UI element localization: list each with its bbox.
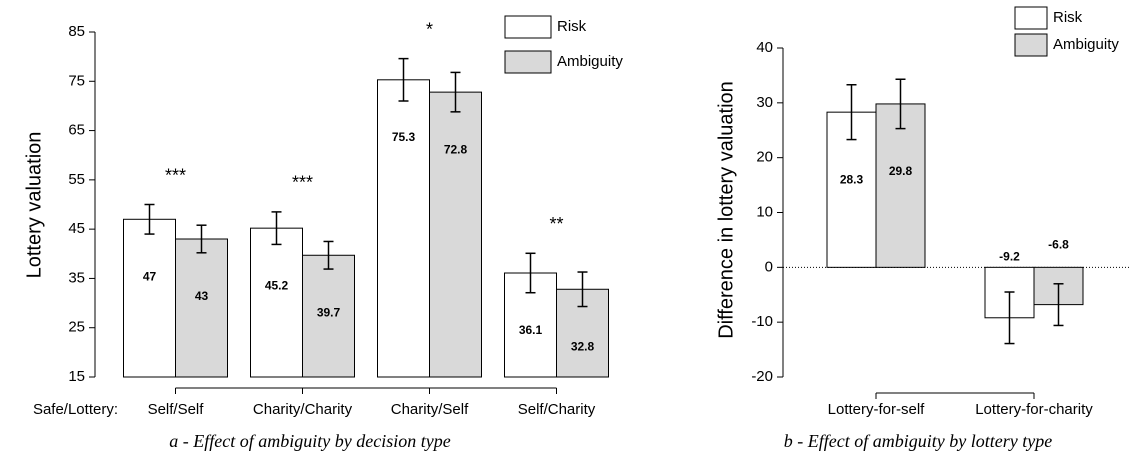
value-label: 28.3 [840, 172, 864, 186]
y-tick-label: 25 [68, 319, 85, 336]
bar [377, 79, 430, 378]
error-bar [450, 71, 461, 113]
y-tick-label: 0 [765, 258, 773, 275]
value-label: 32.8 [571, 339, 595, 353]
x-tick-label: Self/Charity [518, 401, 596, 418]
error-bar [525, 252, 536, 294]
y-tick-label: 55 [68, 171, 85, 188]
error-bar [144, 203, 155, 235]
value-label: -9.2 [999, 250, 1020, 264]
legend-swatch [504, 50, 552, 74]
x-tick-label: Self/Self [148, 401, 205, 418]
legend-swatch [504, 15, 552, 39]
error-bar [577, 271, 588, 308]
legend-label: Ambiguity [1053, 36, 1119, 53]
bar [250, 227, 303, 378]
legend-swatch [1014, 33, 1048, 57]
y-axis-title: Difference in lottery valuation [715, 81, 737, 339]
x-tick-label: Charity/Self [391, 401, 469, 418]
y-tick-label: 75 [68, 72, 85, 89]
significance: ** [549, 214, 563, 234]
significance: *** [292, 173, 313, 193]
bar [123, 218, 176, 378]
y-tick-label: 30 [756, 94, 773, 111]
value-label: 29.8 [889, 164, 913, 178]
bar [875, 103, 926, 268]
value-label: 36.1 [519, 323, 543, 337]
legend-label: Risk [557, 18, 587, 35]
y-tick-label: 40 [756, 39, 773, 56]
x-axis-title: Safe/Lottery: [33, 401, 118, 418]
significance: *** [165, 165, 186, 185]
value-label: 39.7 [317, 305, 341, 319]
significance: * [426, 19, 433, 39]
value-label: 72.8 [444, 142, 468, 156]
value-label: 43 [195, 289, 209, 303]
error-bar [1053, 283, 1064, 327]
y-tick-label: -10 [751, 313, 773, 330]
y-tick-label: 45 [68, 220, 85, 237]
caption: b - Effect of ambiguity by lottery type [784, 431, 1052, 451]
y-tick-label: 15 [68, 368, 85, 385]
error-bar [196, 224, 207, 254]
y-tick-label: 85 [68, 23, 85, 40]
value-label: 47 [143, 269, 157, 283]
y-tick-label: 65 [68, 122, 85, 139]
error-bar [895, 78, 906, 130]
caption: a - Effect of ambiguity by decision type [169, 431, 450, 451]
y-tick-label: 20 [756, 149, 773, 166]
x-tick-label: Lottery-for-self [828, 401, 926, 418]
y-axis-title: Lottery valuation [23, 132, 45, 279]
y-tick-label: -20 [751, 368, 773, 385]
error-bar [1004, 291, 1015, 345]
error-bar [271, 211, 282, 246]
x-tick-label: Charity/Charity [253, 401, 353, 418]
error-bar [846, 83, 857, 141]
error-bar [323, 240, 334, 270]
x-tick-label: Lottery-for-charity [975, 401, 1093, 418]
legend-swatch [1014, 6, 1048, 30]
error-bar [398, 57, 409, 102]
value-label: -6.8 [1048, 238, 1069, 252]
value-label: 75.3 [392, 130, 416, 144]
value-label: 45.2 [265, 278, 289, 292]
bar [175, 238, 228, 378]
y-tick-label: 10 [756, 203, 773, 220]
bar [302, 254, 355, 378]
y-tick-label: 35 [68, 269, 85, 286]
legend-label: Risk [1053, 9, 1083, 26]
legend-label: Ambiguity [557, 53, 623, 70]
bar [429, 91, 482, 378]
